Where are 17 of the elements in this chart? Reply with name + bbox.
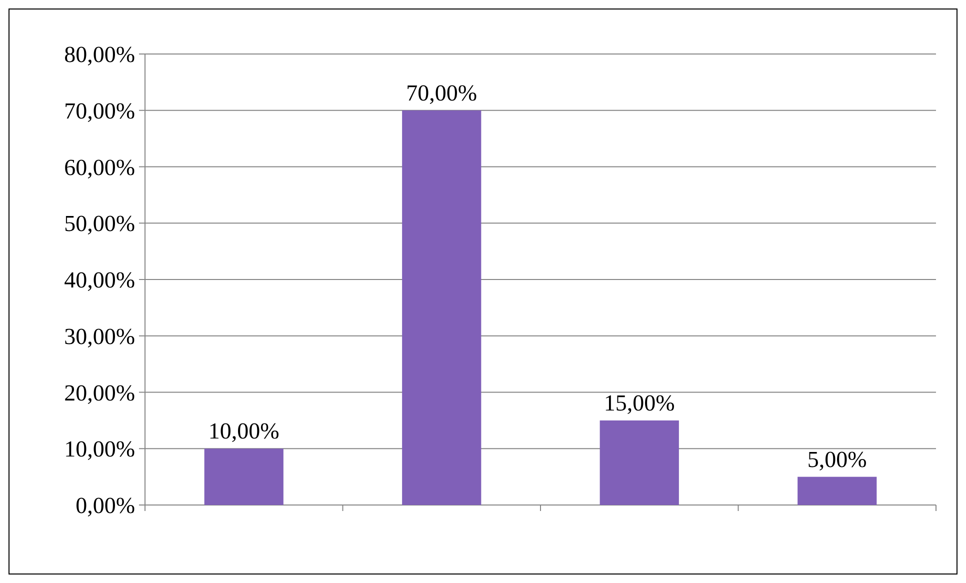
bar — [402, 110, 482, 505]
y-tick-label: 60,00% — [64, 154, 135, 180]
y-tick-label: 80,00% — [64, 42, 135, 68]
data-label: 10,00% — [208, 418, 280, 444]
y-tick-label: 0,00% — [76, 493, 135, 518]
y-tick-label: 40,00% — [64, 268, 135, 293]
y-tick-label: 50,00% — [64, 211, 135, 236]
bar — [600, 420, 679, 505]
y-tick-label: 70,00% — [64, 98, 135, 124]
y-tick-label: 30,00% — [64, 324, 135, 349]
data-label: 5,00% — [807, 446, 867, 472]
bar — [798, 476, 877, 505]
y-tick-label: 10,00% — [64, 436, 135, 462]
data-label: 15,00% — [604, 390, 675, 416]
bar — [204, 448, 284, 505]
data-label: 70,00% — [406, 80, 478, 106]
y-tick-label: 20,00% — [64, 380, 135, 406]
